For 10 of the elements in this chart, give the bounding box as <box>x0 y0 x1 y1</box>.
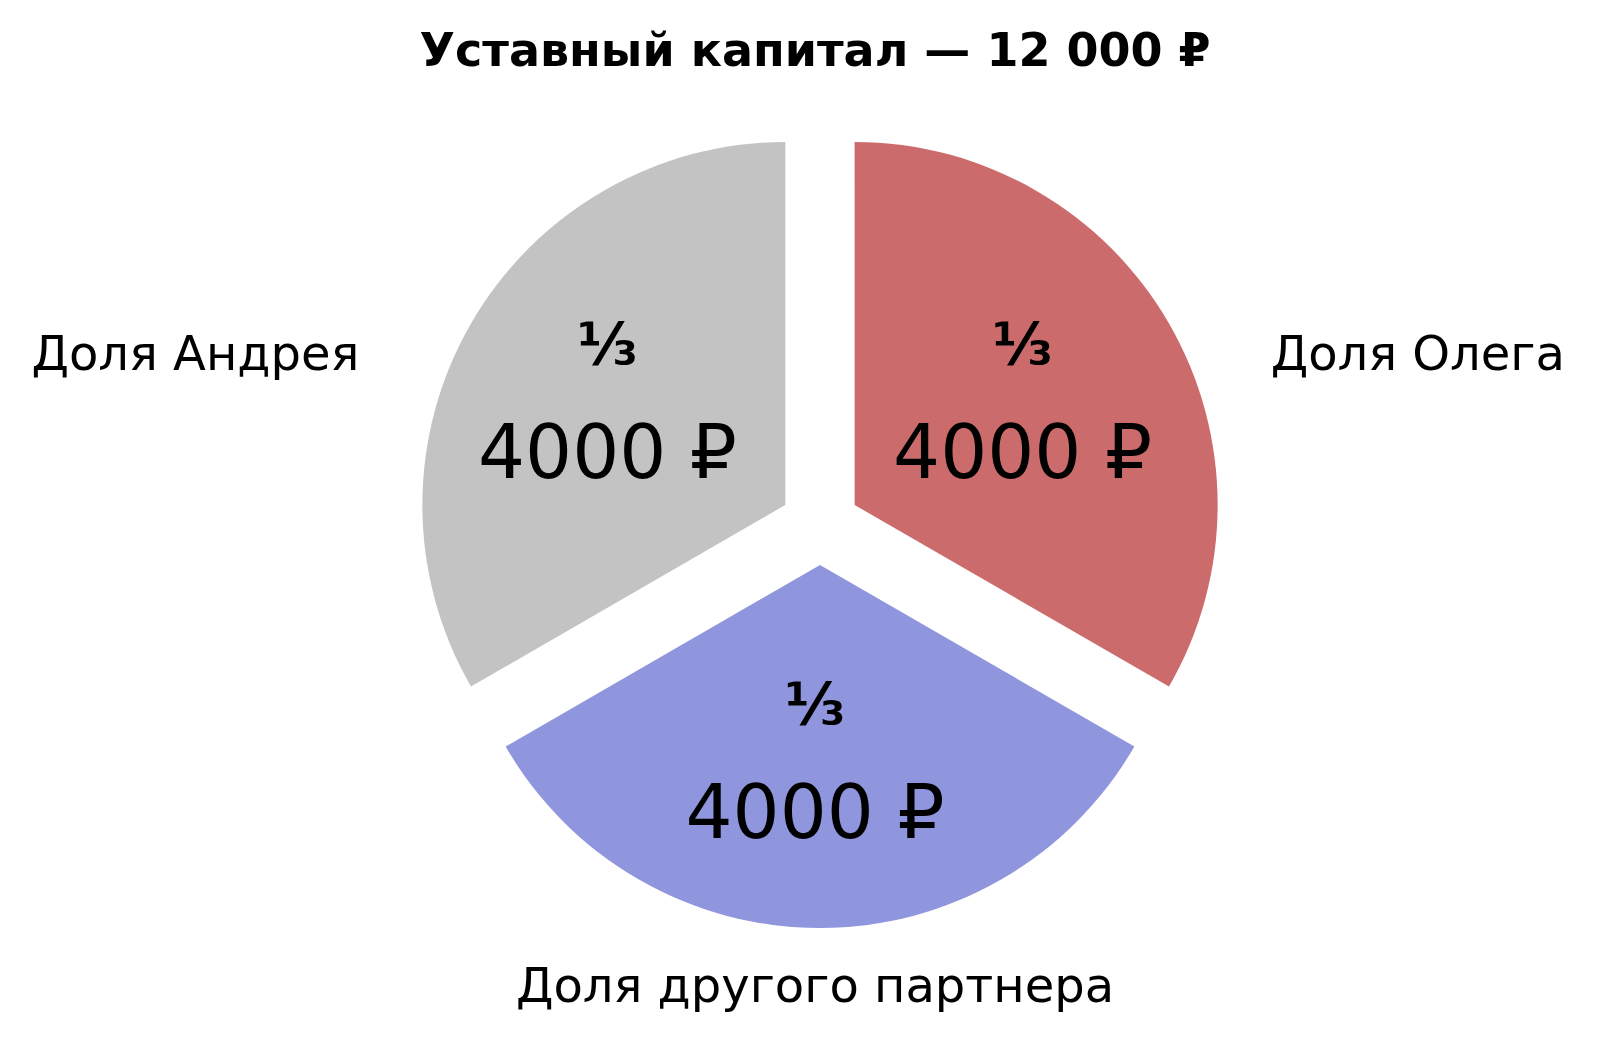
slice-label: Доля другого партнера <box>515 957 1115 1013</box>
slice-label: Доля Андрея <box>31 324 360 381</box>
slice-label: Доля Олега <box>1270 324 1565 381</box>
data-label: 4000 ₽ <box>893 409 1153 496</box>
chart-title: Уставный капитал — 12 000 ₽ <box>418 23 1212 77</box>
text: ⅓ <box>577 311 638 380</box>
text: ⅓ <box>784 670 846 739</box>
data-label: 4000 ₽ <box>685 768 945 855</box>
data-label: 4000 ₽ <box>477 409 737 496</box>
text: ⅓ <box>992 311 1053 380</box>
